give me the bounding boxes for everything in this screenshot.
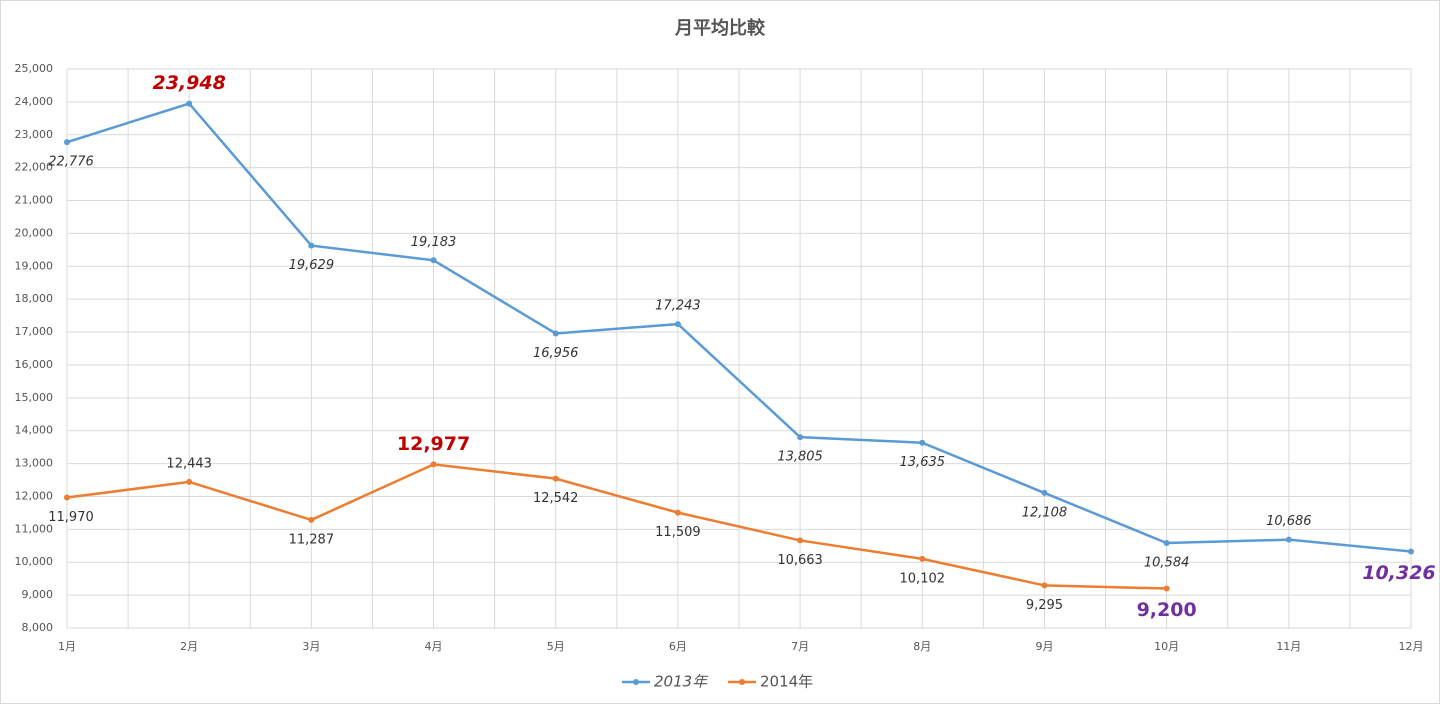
legend-label: 2013年: [654, 673, 709, 691]
point: [1041, 489, 1048, 496]
point: [186, 478, 193, 485]
point: [919, 439, 926, 446]
x-tick-label: 10月: [1154, 640, 1179, 653]
point: [64, 139, 70, 146]
x-tick-label: 6月: [669, 640, 687, 653]
y-tick-label: 8,000: [22, 621, 54, 634]
data-label: 10,663: [777, 553, 823, 568]
x-tick-label: 12月: [1399, 640, 1424, 653]
data-label: 10,102: [900, 571, 946, 586]
y-tick-label: 23,000: [15, 128, 54, 141]
point: [1163, 540, 1170, 547]
y-tick-label: 21,000: [15, 194, 54, 207]
data-label: 10,326: [1362, 562, 1435, 584]
data-label: 12,542: [533, 491, 579, 506]
point: [674, 509, 681, 516]
data-label: 9,295: [1026, 598, 1063, 613]
x-tick-label: 11月: [1276, 640, 1301, 653]
y-tick-label: 15,000: [15, 391, 54, 404]
legend-marker: [739, 679, 745, 685]
data-label: 11,287: [289, 532, 335, 547]
point: [919, 555, 926, 562]
data-label: 12,108: [1022, 505, 1068, 520]
data-label: 22,776: [48, 155, 94, 170]
data-label: 19,183: [411, 235, 457, 250]
y-tick-label: 14,000: [15, 424, 54, 437]
x-tick-label: 3月: [302, 640, 320, 653]
y-tick-label: 10,000: [15, 555, 54, 568]
point: [552, 330, 559, 337]
point: [797, 537, 804, 544]
data-label: 19,629: [289, 258, 335, 273]
y-tick-label: 25,000: [15, 62, 54, 75]
x-tick-label: 4月: [425, 640, 443, 653]
point: [797, 434, 804, 441]
point: [308, 242, 315, 249]
data-label: 13,635: [900, 455, 946, 470]
data-label: 10,584: [1144, 556, 1190, 571]
y-tick-label: 19,000: [15, 259, 54, 272]
data-label: 9,200: [1137, 599, 1197, 621]
legend-label: 2014年: [760, 673, 813, 691]
x-tick-label: 2月: [180, 640, 198, 653]
y-tick-label: 18,000: [15, 292, 54, 305]
data-label: 17,243: [655, 299, 701, 314]
x-tick-label: 9月: [1035, 640, 1053, 653]
y-tick-label: 13,000: [15, 457, 54, 470]
point: [1163, 585, 1170, 592]
y-tick-label: 17,000: [15, 325, 54, 338]
chart-title: 月平均比較: [674, 17, 766, 39]
data-label: 13,805: [777, 450, 823, 465]
point: [430, 257, 437, 264]
data-label: 12,443: [166, 456, 212, 471]
y-tick-label: 12,000: [15, 489, 54, 502]
data-label: 23,948: [153, 72, 226, 94]
y-tick-label: 9,000: [22, 588, 54, 601]
x-tick-label: 5月: [547, 640, 565, 653]
point: [186, 100, 193, 107]
data-label: 11,509: [655, 525, 701, 540]
point: [1285, 536, 1292, 543]
x-tick-label: 7月: [791, 640, 809, 653]
data-label: 12,977: [397, 433, 470, 455]
data-label: 16,956: [533, 346, 579, 361]
data-label: 10,686: [1266, 514, 1312, 529]
point: [1041, 582, 1048, 589]
series-line: [66, 102, 1412, 553]
series-line: [66, 463, 1167, 590]
data-label: 11,970: [48, 510, 94, 525]
y-tick-label: 24,000: [15, 95, 54, 108]
x-tick-label: 1月: [58, 640, 76, 653]
point: [64, 494, 70, 501]
point: [552, 475, 559, 482]
y-tick-label: 20,000: [15, 226, 54, 239]
y-tick-label: 22,000: [15, 161, 54, 174]
x-tick-label: 8月: [913, 640, 931, 653]
point: [430, 461, 437, 468]
y-tick-label: 16,000: [15, 358, 54, 371]
point: [674, 321, 681, 328]
y-tick-label: 11,000: [15, 522, 54, 535]
point: [308, 516, 315, 523]
point: [1408, 548, 1414, 555]
legend-marker: [633, 679, 639, 685]
